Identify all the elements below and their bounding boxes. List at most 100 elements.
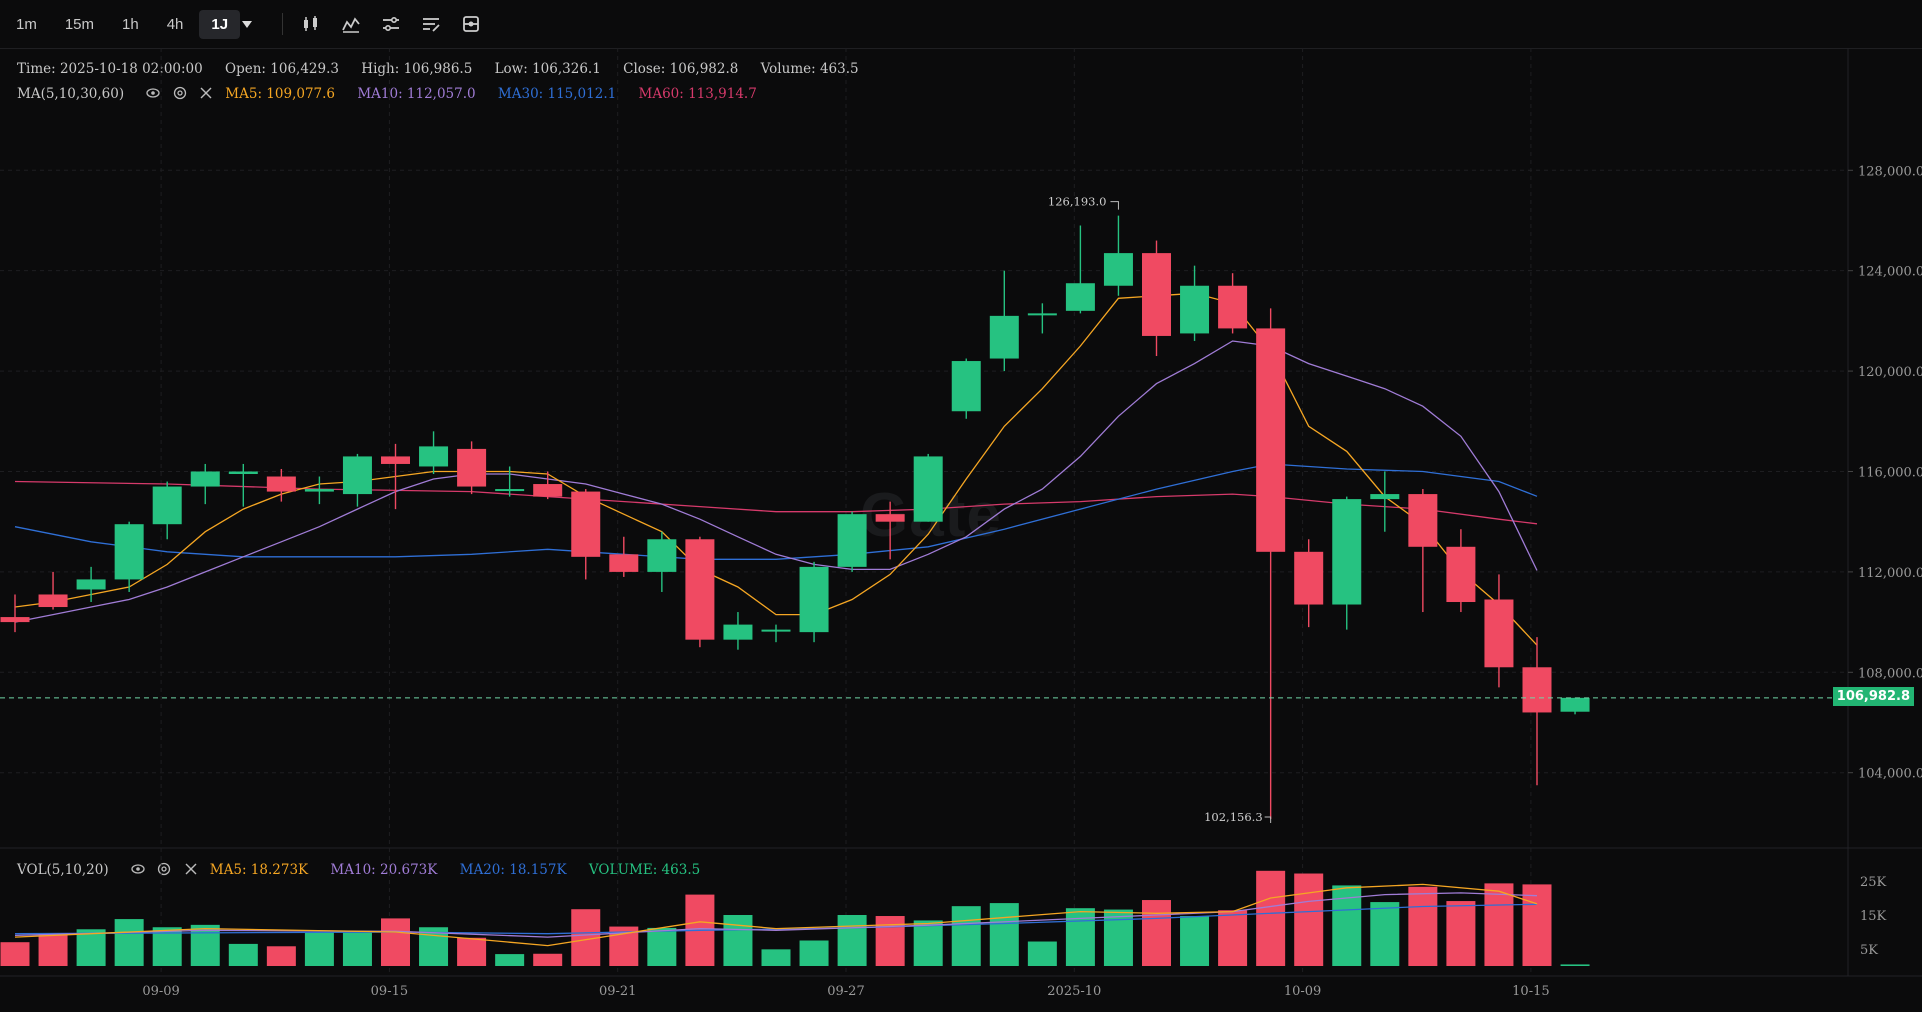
volume-bar — [1218, 910, 1248, 966]
candle-body — [266, 476, 296, 492]
candle-body — [114, 524, 144, 580]
open-label: Open: — [225, 61, 266, 77]
volume-bar — [228, 943, 258, 966]
volume-bar — [1560, 964, 1590, 966]
y-tick-label: 116,000.0 — [1858, 465, 1922, 480]
vol-volume-legend: VOLUME: 463.5 — [588, 862, 701, 878]
candle-body — [571, 491, 601, 557]
y-tick-label: 120,000.0 — [1858, 365, 1922, 380]
candle-body — [989, 315, 1019, 359]
candle-body — [304, 489, 334, 492]
close-label: Close: — [623, 61, 666, 77]
volume-bar — [723, 915, 753, 966]
settings-icon[interactable] — [173, 86, 187, 100]
volume-bar — [647, 927, 677, 966]
volume-bar — [1256, 870, 1286, 966]
candle-body — [685, 539, 715, 640]
candle-body — [381, 456, 410, 464]
close-icon[interactable] — [184, 862, 198, 876]
vol-ma5-line — [14, 883, 1538, 947]
x-tick-label: 09-21 — [599, 984, 636, 999]
candle-body — [1027, 313, 1057, 316]
eye-icon[interactable] — [146, 86, 161, 100]
candle-body — [1256, 328, 1286, 552]
timeframe-1j[interactable]: 1J — [199, 9, 241, 39]
candle-body — [419, 446, 449, 467]
x-tick-label: 2025-10 — [1047, 984, 1101, 999]
candle-body — [457, 448, 487, 487]
candle-body — [647, 539, 677, 572]
volume-bar — [1370, 902, 1400, 966]
volume-bar — [875, 916, 905, 966]
candle-body — [1446, 546, 1476, 603]
chevron-down-icon[interactable] — [242, 20, 253, 28]
high-value: 106,986.5 — [403, 61, 473, 77]
candle-body — [1294, 551, 1324, 605]
ma30-legend: MA30: 115,012.1 — [497, 86, 617, 102]
volume-bar — [381, 918, 410, 966]
candle-body — [609, 554, 639, 572]
volume-bar — [1103, 909, 1133, 966]
ma-legend-title: MA(5,10,30,60) — [17, 86, 125, 102]
candlestick-chart[interactable]: 128,000.0 124,000.0 120,000.0 116,000.0 112,… — [0, 48, 1922, 1012]
ma10-legend: MA10: 112,057.0 — [357, 86, 476, 102]
list-edit-icon[interactable] — [417, 10, 445, 38]
close-value: 106,982.8 — [669, 61, 739, 77]
volume-bar — [190, 924, 220, 966]
candles-icon[interactable] — [297, 10, 325, 38]
close-icon[interactable] — [199, 86, 213, 100]
layout-icon[interactable] — [457, 10, 485, 38]
vol-ma10-legend: MA10: 20.673K — [330, 862, 438, 878]
candle-body — [1408, 494, 1438, 547]
time-label: Time: — [17, 61, 56, 77]
candle-body — [1103, 253, 1133, 286]
candle-body — [190, 471, 220, 487]
candle-body — [1065, 283, 1095, 311]
volume-value: 463.5 — [819, 61, 859, 77]
volume-bar — [1180, 916, 1210, 966]
settings-icon[interactable] — [157, 862, 171, 876]
high-annotation-pointer — [1110, 201, 1119, 210]
vol-tick-label: 15K — [1860, 909, 1887, 924]
timeframe-1m[interactable]: 1m — [16, 15, 37, 33]
candle-body — [1142, 253, 1171, 336]
vol-legend-title: VOL(5,10,20) — [17, 862, 109, 878]
volume-bar — [989, 903, 1019, 966]
candle-body — [1484, 599, 1514, 668]
candle-body — [1332, 499, 1362, 605]
settings-sliders-icon[interactable] — [377, 10, 405, 38]
volume-label: Volume: — [760, 61, 816, 77]
indicators-icon[interactable] — [337, 10, 365, 38]
candle-body — [38, 594, 68, 608]
volume-bar — [951, 906, 981, 966]
volume-bar — [114, 919, 144, 966]
low-value: 106,326.1 — [532, 61, 601, 77]
candle-body — [723, 624, 753, 640]
y-tick-label: 128,000.0 — [1858, 164, 1922, 179]
y-tick-label: 104,000.0 — [1858, 767, 1922, 782]
time-value: 2025-10-18 02:00:00 — [59, 61, 203, 77]
x-tick-label: 10-15 — [1512, 984, 1549, 999]
candle-body — [0, 617, 30, 623]
vol-legend: VOL(5,10,20) MA5: 18.273K MA10: 20.673K … — [17, 862, 718, 878]
candle-body — [495, 489, 525, 492]
vol-tick-label: 5K — [1860, 943, 1878, 958]
eye-icon[interactable] — [131, 862, 145, 876]
timeframe-4h[interactable]: 4h — [166, 15, 184, 33]
low-annotation: 102,156.3 — [1204, 810, 1263, 824]
timeframe-1h[interactable]: 1h — [122, 15, 139, 33]
timeframe-15m[interactable]: 15m — [64, 15, 95, 33]
x-tick-label: 09-27 — [827, 984, 864, 999]
candle-body — [761, 629, 791, 632]
toolbar: 1m 15m 1h 4h 1J — [0, 0, 1922, 49]
x-tick-label: 09-09 — [142, 984, 179, 999]
candle-body — [228, 471, 258, 474]
ma60-legend: MA60: 113,914.7 — [638, 86, 757, 102]
ma5-legend: MA5: 109,077.6 — [225, 86, 336, 102]
volume-bar — [1294, 873, 1324, 966]
vol-ma20-legend: MA20: 18.157K — [459, 862, 567, 878]
candle-body — [1218, 285, 1248, 329]
ma-legend: MA(5,10,30,60) MA5: 109,077.6 MA10: 112,… — [17, 86, 775, 102]
volume-bar — [533, 953, 563, 966]
candle-body — [799, 566, 829, 633]
